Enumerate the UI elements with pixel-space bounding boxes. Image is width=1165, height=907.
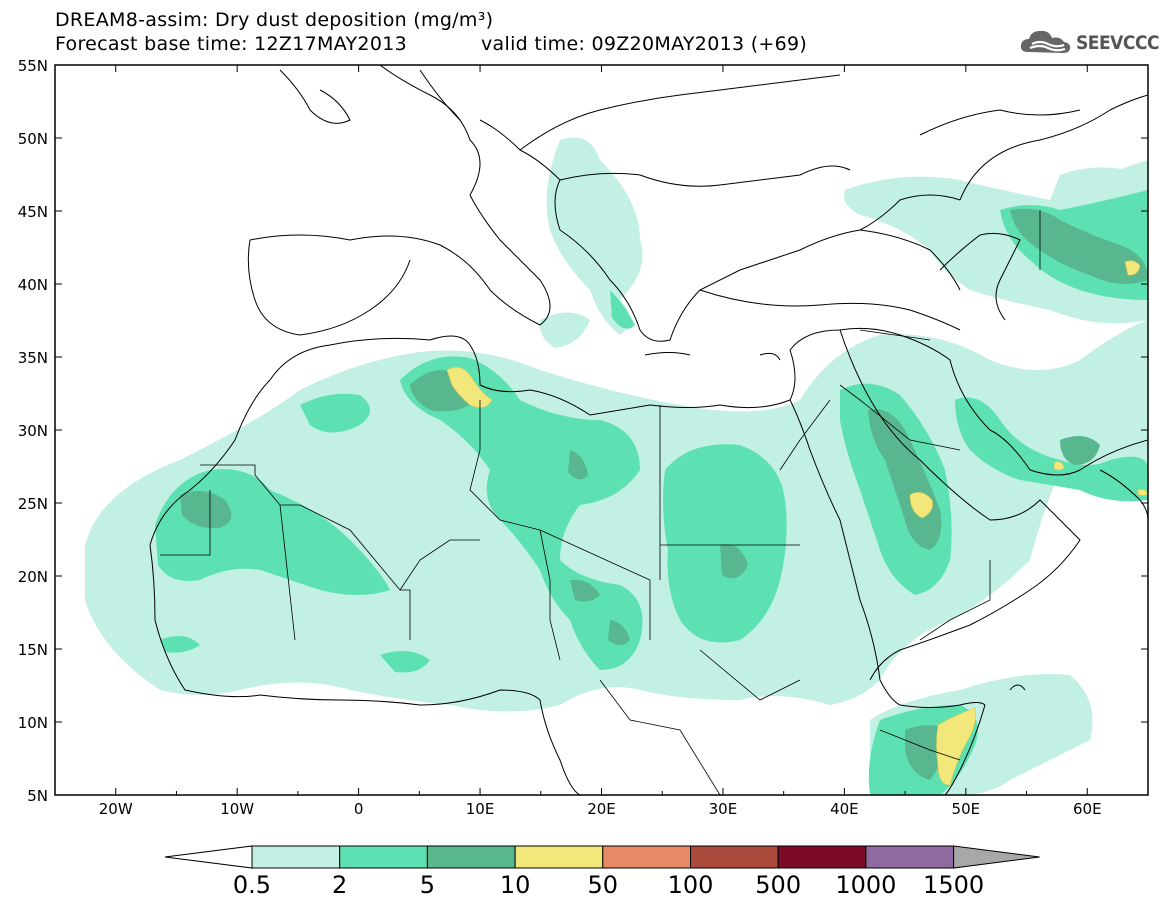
field-10-50 [446,260,1148,786]
forecast-base-time: Forecast base time: 12Z17MAY2013 [55,33,407,55]
lat-label: 20N [18,568,48,586]
legend-label: 10 [500,871,531,899]
lat-label: 45N [18,203,48,221]
country-borders [160,210,1041,795]
cloud-logo-icon [1020,30,1071,53]
legend-swatch [865,845,955,869]
legend-swatch [426,845,516,869]
legend-swatch [514,845,604,869]
legend-label: 5 [420,871,435,899]
valid-time: valid time: 09Z20MAY2013 (+69) [481,33,808,55]
lon-label: 10W [220,800,254,818]
legend-label: 2 [332,871,347,899]
legend-label: 500 [755,871,801,899]
legend-swatch [251,845,341,869]
legend-swatch [602,845,691,869]
lon-label: 30E [709,800,738,818]
longitude-axis: 20W 10W 0 10E 20E 30E 40E 50E 60E [54,65,1149,818]
legend-swatch-below [164,845,253,869]
lat-label: 30N [18,422,48,440]
lat-label: 55N [18,57,48,75]
legend-swatch [339,845,428,869]
lon-label: 20E [587,800,616,818]
latitude-axis: 55N 50N 45N 40N 35N 30N 25N 20N 15N 10N 5N [18,57,1148,805]
seevccc-logo: SEEVCCC [1018,26,1160,58]
lat-label: 5N [27,787,48,805]
legend-label: 50 [588,871,619,899]
legend-swatch-above [953,845,1040,869]
lat-label: 40N [18,276,48,294]
lat-label: 15N [18,641,48,659]
lon-label: 20W [99,800,133,818]
lon-label: 0 [354,800,364,818]
lat-label: 10N [18,714,48,732]
lon-label: 40E [830,800,859,818]
lon-label: 10E [466,800,495,818]
logo-text: SEEVCCC [1076,32,1160,54]
legend-label: 1000 [835,871,896,899]
lon-label: 50E [952,800,981,818]
legend-label: 1500 [923,871,984,899]
lat-label: 50N [18,130,48,148]
lat-label: 25N [18,495,48,513]
lon-label: 60E [1073,800,1102,818]
lat-label: 35N [18,349,48,367]
map-title: DREAM8-assim: Dry dust deposition (mg/m³… [55,9,494,31]
legend-label: 0.5 [233,871,271,899]
legend-swatch [777,845,867,869]
legend-swatch [690,845,779,869]
coastlines [149,65,1148,795]
legend-label: 100 [668,871,714,899]
color-legend: 0.5 2 5 10 50 100 500 1000 1500 [164,845,1040,899]
